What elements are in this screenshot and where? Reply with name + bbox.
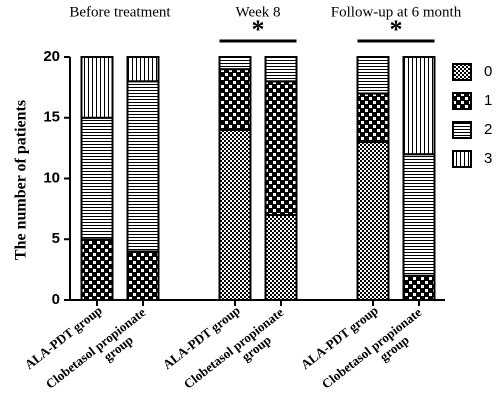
bar-segment xyxy=(264,213,298,301)
y-axis-label: The number of patients xyxy=(13,100,30,260)
bar-segment xyxy=(80,56,114,119)
bar-segment xyxy=(80,238,114,301)
bar-segment xyxy=(218,128,252,301)
y-tick-label: 5 xyxy=(52,230,60,247)
legend-swatch xyxy=(452,92,472,110)
legend-label: 0 xyxy=(484,63,492,80)
bar-segment xyxy=(402,56,436,156)
bar-segment xyxy=(402,274,436,302)
legend-swatch xyxy=(452,121,472,139)
bar-segment xyxy=(264,56,298,83)
y-tick-label: 10 xyxy=(43,169,60,186)
legend-label: 2 xyxy=(484,121,492,138)
bar-segment xyxy=(356,56,390,95)
bar-segment xyxy=(126,56,160,83)
x-tick-label: Clobetasol propionate group xyxy=(43,303,160,401)
y-tick-label: 15 xyxy=(43,109,60,126)
x-tick-label: ALA-PDT group xyxy=(160,303,243,373)
bar-segment xyxy=(126,80,160,253)
significance-mark: * xyxy=(252,15,265,44)
bar-segment xyxy=(264,80,298,216)
bar-segment xyxy=(126,250,160,301)
x-tick-label: ALA-PDT group xyxy=(22,303,105,373)
legend-label: 3 xyxy=(484,150,492,167)
x-tick-label: Clobetasol propionate group xyxy=(181,303,298,401)
bar-segment xyxy=(218,56,252,71)
y-tick-label: 20 xyxy=(43,48,60,65)
bar-segment xyxy=(356,92,390,144)
legend-swatch xyxy=(452,63,472,81)
x-tick-label: Clobetasol propionate group xyxy=(319,303,436,401)
bar-segment xyxy=(218,68,252,131)
bar-segment xyxy=(402,153,436,277)
group-title: Week 8 xyxy=(235,4,280,20)
group-title: Follow-up at 6 month xyxy=(331,4,462,20)
x-tick-label: ALA-PDT group xyxy=(298,303,381,373)
legend-swatch xyxy=(452,150,472,168)
group-title: Before treatment xyxy=(69,4,171,20)
legend-label: 1 xyxy=(484,92,492,109)
bar-segment xyxy=(356,141,390,301)
y-tick-label: 0 xyxy=(52,291,60,308)
bar-segment xyxy=(80,116,114,241)
significance-mark: * xyxy=(390,15,403,44)
